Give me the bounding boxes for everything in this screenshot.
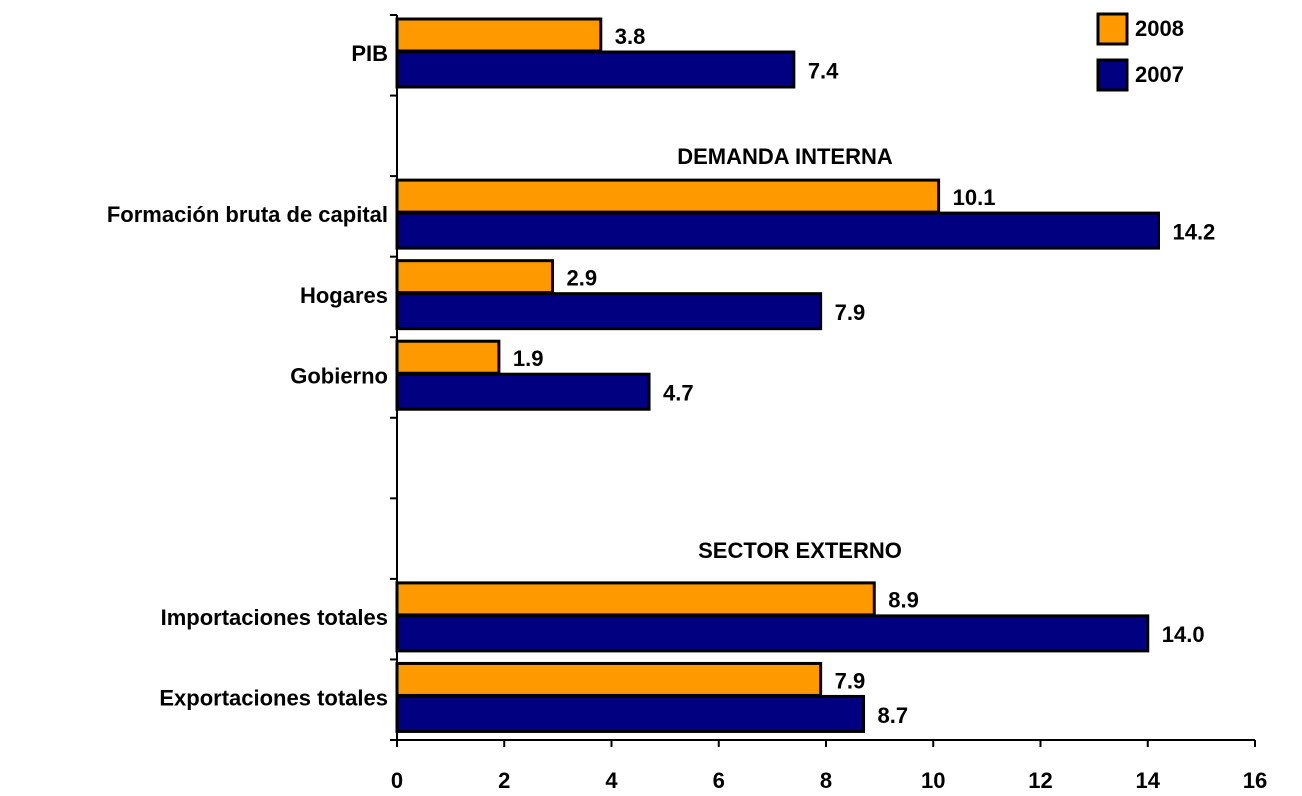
data-label: 8.9 <box>888 588 919 613</box>
legend-label: 2007 <box>1135 62 1184 87</box>
x-tick-label: 0 <box>391 768 403 793</box>
bar <box>395 50 796 89</box>
bar <box>395 661 823 697</box>
category-label: Exportaciones totales <box>159 686 388 711</box>
legend-label: 2008 <box>1135 16 1184 41</box>
x-tick-label: 8 <box>820 768 832 793</box>
x-tick-label: 2 <box>498 768 510 793</box>
x-tick-label: 4 <box>605 768 618 793</box>
data-label: 10.1 <box>953 185 996 210</box>
x-tick-label: 12 <box>1028 768 1052 793</box>
x-tick-label: 6 <box>713 768 725 793</box>
bar <box>395 259 555 295</box>
legend-swatch <box>1096 12 1129 46</box>
category-label: Gobierno <box>290 363 388 388</box>
data-label: 2.9 <box>567 265 598 290</box>
legend-swatch <box>1096 58 1129 92</box>
data-label: 4.7 <box>663 381 694 406</box>
data-label: 7.9 <box>835 300 866 325</box>
bar <box>395 292 823 331</box>
bar <box>395 614 1150 653</box>
bar <box>395 178 941 214</box>
bar <box>395 211 1160 250</box>
data-label: 7.9 <box>835 668 866 693</box>
data-label: 14.0 <box>1162 622 1205 647</box>
bar <box>395 372 651 411</box>
data-label: 3.8 <box>615 24 646 49</box>
category-label: Formación bruta de capital <box>107 202 388 227</box>
category-label: Importaciones totales <box>161 605 388 630</box>
category-label: Hogares <box>300 283 388 308</box>
category-label: PIB <box>351 41 388 66</box>
data-label: 14.2 <box>1172 219 1215 244</box>
x-tick-label: 16 <box>1243 768 1267 793</box>
annotation: DEMANDA INTERNA <box>677 144 893 169</box>
bar <box>395 17 603 53</box>
x-tick-label: 10 <box>921 768 945 793</box>
data-label: 1.9 <box>513 346 544 371</box>
annotation: SECTOR EXTERNO <box>698 538 902 563</box>
bar <box>395 339 501 375</box>
data-label: 8.7 <box>878 703 909 728</box>
bar <box>395 581 876 617</box>
bar <box>395 694 866 733</box>
x-tick-label: 14 <box>1136 768 1161 793</box>
data-label: 7.4 <box>808 58 839 83</box>
